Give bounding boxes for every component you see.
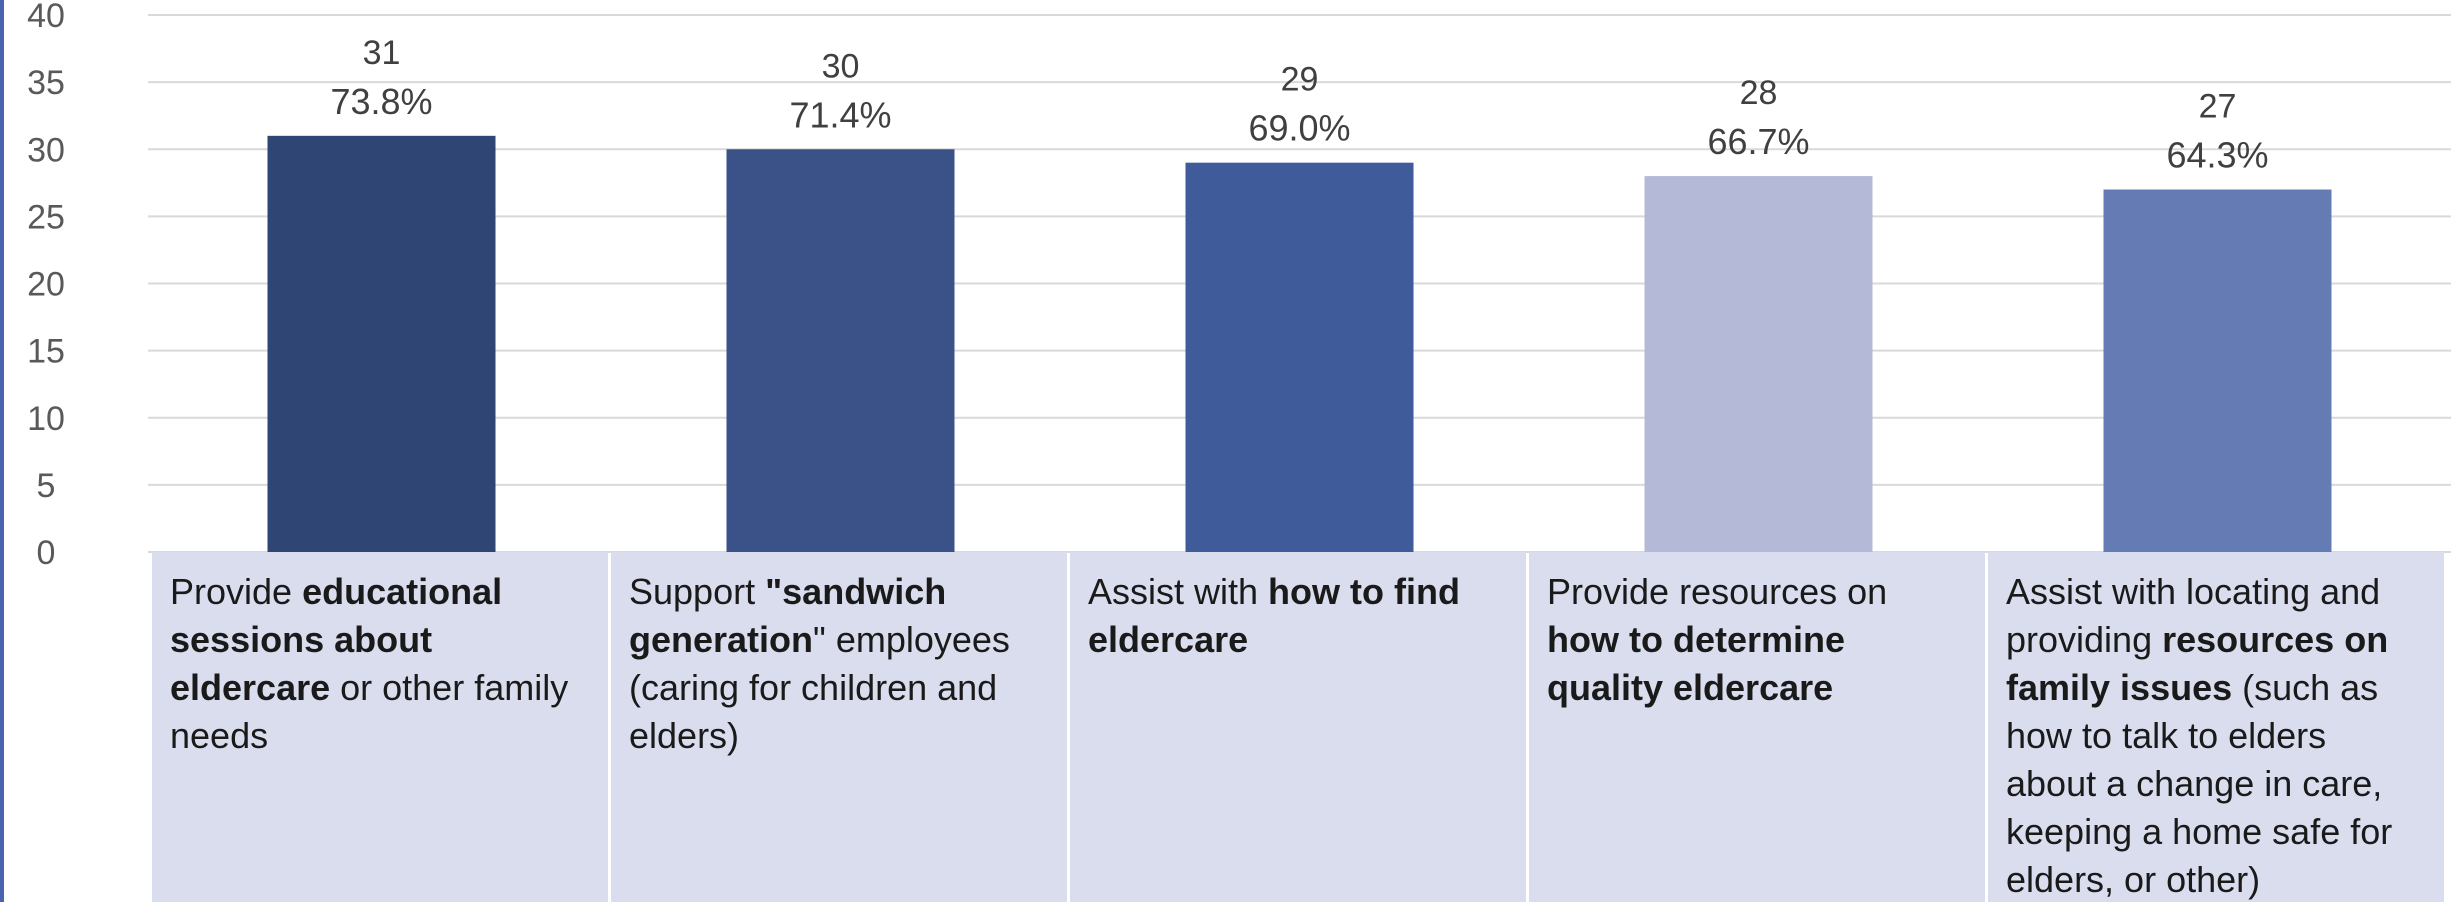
y-tick-label: 0 bbox=[37, 534, 56, 572]
y-tick-label: 35 bbox=[27, 64, 65, 102]
y-tick-label: 40 bbox=[27, 0, 65, 35]
y-tick-label: 5 bbox=[37, 467, 56, 505]
bar bbox=[1644, 176, 1873, 552]
value-label: 28 bbox=[1740, 74, 1778, 112]
bars bbox=[267, 135, 2332, 553]
y-axis: 0 5 10 15 20 25 30 35 40 bbox=[27, 0, 65, 572]
left-border-strip bbox=[0, 0, 4, 902]
data-labels: 31 73.8% 30 71.4% 29 69.0% 28 66.7% 27 64.3% bbox=[330, 34, 2268, 176]
bar bbox=[726, 149, 955, 552]
percent-label: 66.7% bbox=[1707, 121, 1809, 162]
bar bbox=[267, 135, 496, 552]
category-label: Support "sandwich generation" employees … bbox=[611, 552, 1067, 902]
value-label: 31 bbox=[363, 34, 401, 72]
percent-label: 73.8% bbox=[330, 81, 432, 122]
value-label: 30 bbox=[822, 47, 860, 85]
percent-label: 71.4% bbox=[789, 94, 891, 135]
value-label: 27 bbox=[2199, 88, 2237, 126]
percent-label: 64.3% bbox=[2166, 135, 2268, 176]
bar bbox=[2103, 189, 2332, 552]
y-tick-label: 30 bbox=[27, 131, 65, 169]
y-tick-label: 20 bbox=[27, 266, 65, 304]
y-tick-label: 25 bbox=[27, 198, 65, 236]
bar bbox=[1185, 162, 1414, 553]
category-label: Provide educational sessions about elder… bbox=[152, 552, 608, 902]
category-label: Provide resources on how to determine qu… bbox=[1529, 552, 1985, 902]
percent-label: 69.0% bbox=[1248, 108, 1350, 149]
y-tick-label: 10 bbox=[27, 400, 65, 438]
category-label: Assist with locating and providing resou… bbox=[1988, 552, 2444, 902]
value-label: 29 bbox=[1281, 61, 1319, 99]
category-label: Assist with how to find eldercare bbox=[1070, 552, 1526, 902]
y-tick-label: 15 bbox=[27, 333, 65, 371]
